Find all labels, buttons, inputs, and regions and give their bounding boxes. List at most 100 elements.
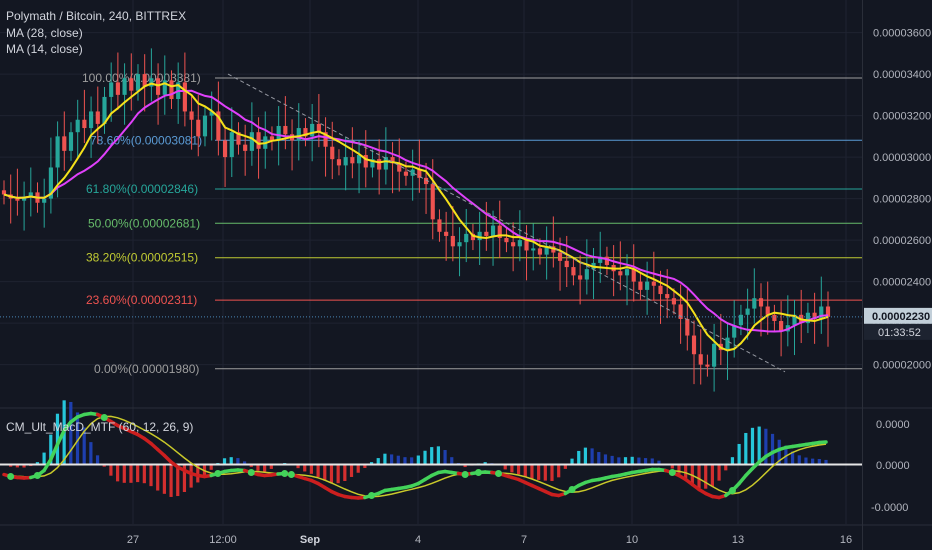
histogram-bar: [503, 464, 507, 470]
time-axis-label: 13: [732, 534, 744, 546]
histogram-bar: [189, 464, 193, 488]
countdown-value: 01:33:52: [878, 327, 921, 339]
histogram-bar: [677, 464, 681, 474]
candle-body: [792, 314, 797, 326]
candle-body: [249, 132, 254, 151]
candle-body: [544, 246, 549, 255]
histogram-bar: [784, 445, 788, 465]
candle-body: [330, 146, 335, 160]
candle-body: [283, 125, 288, 135]
histogram-bar: [436, 446, 440, 465]
histogram-bar: [156, 464, 160, 491]
candle-body: [303, 128, 308, 137]
candle-body: [450, 235, 455, 247]
fib-level-label: 23.60%(0.00002311): [86, 293, 197, 307]
histogram-bar: [209, 464, 213, 470]
candle-body: [390, 157, 395, 164]
histogram-bar: [637, 457, 641, 465]
candle-body: [645, 281, 650, 290]
histogram-bar: [296, 464, 300, 469]
candle-body: [444, 231, 449, 236]
candle-body: [779, 321, 784, 332]
candle-body: [189, 111, 194, 120]
histogram-bar: [376, 458, 380, 465]
candle-body: [68, 132, 74, 151]
histogram-bar: [369, 462, 374, 465]
histogram-bar: [777, 439, 781, 465]
histogram-bar: [824, 459, 828, 465]
candle-body: [363, 155, 368, 168]
macd-cross-dot: [100, 414, 108, 421]
candle-body: [437, 219, 442, 232]
histogram-bar: [309, 464, 314, 474]
histogram-bar: [510, 464, 514, 473]
histogram-bar: [242, 461, 247, 465]
fib-level-label: 78.60%(0.00003081): [90, 133, 202, 147]
macd-cross-dot: [281, 470, 289, 477]
candle-body: [745, 308, 750, 315]
candle-body: [417, 169, 422, 178]
histogram-bar: [750, 427, 755, 465]
price-axis-label: 0.00003000: [873, 152, 931, 164]
candle-body: [403, 171, 409, 176]
candle-body: [182, 82, 187, 112]
histogram-bar: [42, 452, 46, 465]
candle-body: [631, 269, 636, 282]
candle-body: [423, 177, 429, 185]
histogram-bar: [597, 452, 601, 465]
candle-body: [42, 198, 47, 203]
price-badge: [864, 307, 932, 324]
candle-body: [350, 157, 355, 164]
candle-body: [216, 111, 221, 141]
histogram-bar: [363, 464, 367, 468]
histogram-bar: [396, 455, 400, 465]
candle-body: [665, 294, 670, 299]
candle-body: [95, 111, 100, 124]
candle-body: [457, 242, 462, 247]
histogram-bar: [730, 457, 735, 465]
candle-body: [356, 155, 362, 164]
histogram-bar: [249, 464, 253, 467]
candle-body: [236, 132, 241, 145]
macd-cross-dot: [495, 470, 503, 477]
candle-body: [243, 144, 248, 151]
price-axis-label: 0.00002400: [873, 277, 931, 289]
candle-body: [618, 271, 623, 276]
histogram-bar: [423, 450, 427, 465]
histogram-bar: [516, 464, 521, 475]
histogram-bar: [22, 464, 26, 468]
candle-body: [222, 140, 228, 158]
histogram-bar: [316, 464, 320, 477]
candle-body: [109, 82, 114, 97]
histogram-bar: [256, 464, 260, 471]
macd-segment: [42, 457, 53, 473]
ma28-line: [3, 89, 829, 333]
time-axis-label: 10: [626, 534, 638, 546]
price-badge-value: 0.00002230: [872, 311, 930, 323]
candle-body: [490, 225, 496, 236]
candle-body: [377, 159, 382, 170]
histogram-bar: [383, 453, 387, 465]
histogram-bar: [416, 455, 420, 465]
histogram-bar: [650, 458, 654, 465]
candle-body: [732, 325, 737, 338]
candle-body: [310, 123, 315, 137]
histogram-bar: [550, 464, 554, 481]
macd-cross-dot: [7, 473, 15, 480]
histogram-bar: [757, 426, 761, 465]
histogram-bar: [557, 464, 561, 478]
macd-cross-dot: [247, 469, 255, 476]
fib-level-label: 38.20%(0.00002515): [86, 251, 198, 265]
candle-body: [658, 285, 663, 295]
candle-body: [397, 163, 402, 172]
candle-body: [169, 80, 174, 99]
candle-body: [698, 354, 703, 365]
candle-body: [671, 298, 676, 305]
candle-body: [430, 184, 435, 220]
ma28-legend: MA (28, close): [6, 26, 83, 40]
candle-body: [75, 119, 80, 133]
candle-body: [129, 78, 134, 91]
histogram-bar: [196, 464, 200, 483]
candle-body: [62, 136, 67, 151]
